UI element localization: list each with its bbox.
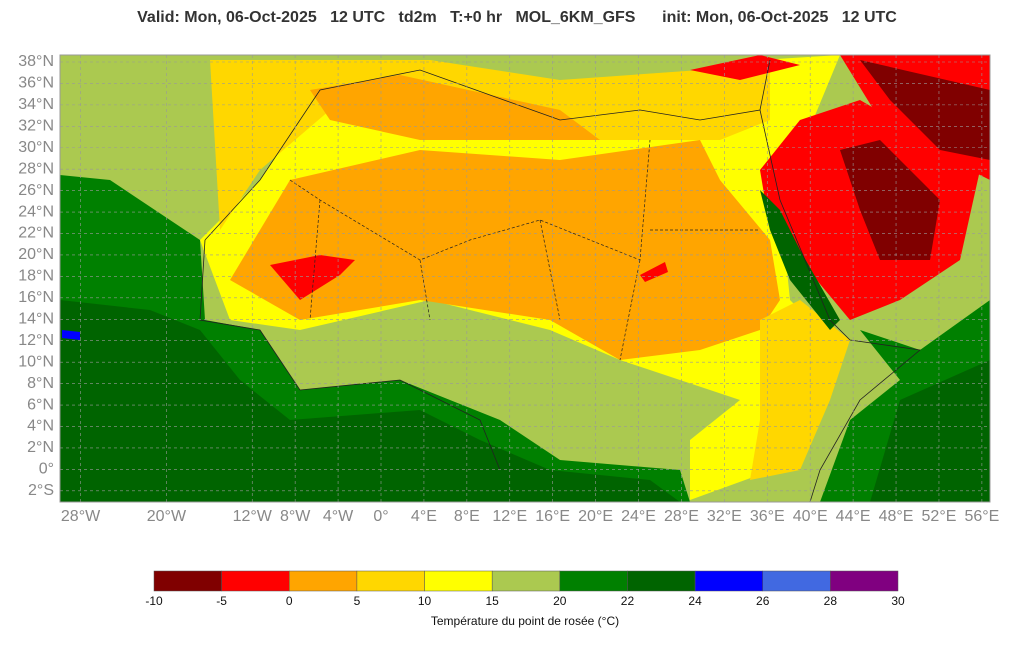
- lat-label: 34°N: [18, 96, 54, 113]
- legend-tick: -5: [216, 594, 227, 608]
- legend-swatch: [491, 570, 561, 592]
- lon-label: 56°E: [964, 508, 999, 525]
- legend-tick: 10: [418, 594, 432, 608]
- legend-tick: 20: [553, 594, 567, 608]
- legend-swatch: [830, 570, 899, 592]
- lat-label: 10°N: [18, 353, 54, 370]
- lon-label: 12°E: [492, 508, 527, 525]
- lon-label: 40°E: [793, 508, 828, 525]
- lon-label: 28°E: [664, 508, 699, 525]
- legend-tick: 26: [756, 594, 770, 608]
- lat-label: 0°: [39, 461, 54, 478]
- lon-label: 16°E: [535, 508, 570, 525]
- map-field: [60, 55, 990, 502]
- legend-swatch: [762, 570, 831, 592]
- lat-label: 12°N: [18, 332, 54, 349]
- lat-label: 14°N: [18, 310, 54, 327]
- lat-label: 28°N: [18, 160, 54, 177]
- lat-label: 6°N: [27, 396, 54, 413]
- legend-tick: 5: [354, 594, 361, 608]
- legend-swatch: [289, 570, 358, 592]
- lat-label: 4°N: [27, 418, 54, 435]
- legend-tick: 28: [824, 594, 838, 608]
- lon-label: 48°E: [879, 508, 914, 525]
- lat-label: 2°N: [27, 439, 54, 456]
- legend-swatch: [627, 570, 696, 592]
- lon-label: 0°: [373, 508, 388, 525]
- lat-label: 24°N: [18, 203, 54, 220]
- legend-swatch: [356, 570, 425, 592]
- lon-label: 44°E: [836, 508, 871, 525]
- lat-label: 16°N: [18, 289, 54, 306]
- lat-label: 8°N: [27, 375, 54, 392]
- lon-label: 36°E: [750, 508, 785, 525]
- lat-label: 38°N: [18, 53, 54, 70]
- lat-label: 32°N: [18, 118, 54, 135]
- legend-tick: 22: [621, 594, 635, 608]
- legend-tick: 30: [891, 594, 905, 608]
- legend-tick: -10: [145, 594, 163, 608]
- legend-tick: 15: [486, 594, 500, 608]
- map-frame: [59, 54, 991, 503]
- legend-swatch: [221, 570, 290, 592]
- lon-label: 4°E: [411, 508, 437, 525]
- lon-label: 20°W: [147, 508, 187, 525]
- lon-label: 52°E: [922, 508, 957, 525]
- lat-label: 22°N: [18, 225, 54, 242]
- legend-swatch: [153, 570, 222, 592]
- lon-label: 4°W: [323, 508, 354, 525]
- lon-label: 32°E: [707, 508, 742, 525]
- lon-label: 12°W: [233, 508, 273, 525]
- legend-label: Température du point de rosée (°C): [431, 614, 619, 628]
- legend-swatch: [424, 570, 493, 592]
- lon-label: 8°E: [454, 508, 480, 525]
- legend-swatch: [559, 570, 628, 592]
- lat-label: 26°N: [18, 182, 54, 199]
- title: Valid: Mon, 06-Oct-2025 12 UTC td2m T:+0…: [137, 9, 897, 26]
- lat-label: 36°N: [18, 75, 54, 92]
- lon-label: 24°E: [621, 508, 656, 525]
- lon-label: 20°E: [578, 508, 613, 525]
- legend-tick: 0: [286, 594, 293, 608]
- lon-label: 8°W: [280, 508, 311, 525]
- lat-label: 20°N: [18, 246, 54, 263]
- legend-tick: 24: [688, 594, 702, 608]
- lat-label: 18°N: [18, 268, 54, 285]
- legend-swatch: [694, 570, 763, 592]
- lon-label: 28°W: [61, 508, 101, 525]
- lat-label: 2°S: [28, 482, 54, 499]
- lat-label: 30°N: [18, 139, 54, 156]
